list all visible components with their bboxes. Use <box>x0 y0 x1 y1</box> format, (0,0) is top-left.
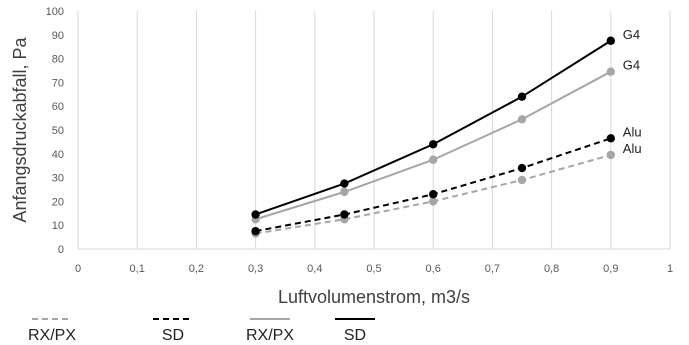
x-tick-label: 0,9 <box>603 263 618 275</box>
y-tick-label: 40 <box>52 149 64 161</box>
x-axis-ticks: 0 0,1 0,2 0,3 0,4 0,5 0,6 0,7 0,8 0,9 1 <box>75 263 673 275</box>
data-point <box>251 210 260 219</box>
x-tick-label: 0,7 <box>485 263 500 275</box>
data-point <box>429 197 438 206</box>
x-tick-label: 0,2 <box>189 263 204 275</box>
x-axis-label: Luftvolumenstrom, m3/s <box>278 287 470 307</box>
y-tick-label: 50 <box>52 125 64 137</box>
data-point <box>517 175 527 185</box>
series-end-label: Alu <box>623 141 642 156</box>
x-tick-label: 0,5 <box>366 263 381 275</box>
gridlines <box>77 11 671 249</box>
legend-label: SD <box>344 327 366 344</box>
y-tick-label: 80 <box>52 54 64 66</box>
series-end-label: G4 <box>623 27 640 42</box>
data-point <box>606 134 615 143</box>
series-end-label: G4 <box>623 58 640 73</box>
y-tick-label: 70 <box>52 77 64 89</box>
legend-label: RX/PX <box>246 327 294 344</box>
x-tick-label: 1 <box>667 263 673 275</box>
data-point <box>429 140 438 149</box>
y-tick-label: 90 <box>52 30 64 42</box>
data-point <box>606 150 615 160</box>
series-1: Alu <box>251 124 642 236</box>
series-2: G4 <box>251 58 640 224</box>
data-point <box>429 190 438 199</box>
y-tick-label: 60 <box>52 101 64 113</box>
x-tick-label: 0,8 <box>544 263 559 275</box>
data-point <box>340 187 349 197</box>
y-tick-label: 10 <box>52 220 64 232</box>
data-point <box>340 210 349 219</box>
legend: RX/PX SD RX/PX SD <box>28 318 375 344</box>
y-tick-label: 100 <box>46 6 64 18</box>
y-tick-label: 30 <box>52 173 64 185</box>
data-point <box>606 67 615 76</box>
data-point <box>517 115 527 124</box>
y-axis-ticks: 0 10 20 30 40 50 60 70 80 90 100 <box>46 6 64 256</box>
data-point <box>517 92 527 101</box>
data-point <box>606 36 615 45</box>
data-point <box>340 179 349 188</box>
legend-label: SD <box>162 327 184 344</box>
series-layer: Alu Alu G4 G4 <box>251 27 642 238</box>
y-tick-label: 20 <box>52 196 64 208</box>
x-tick-label: 0,3 <box>248 263 263 275</box>
y-tick-label: 0 <box>58 244 64 256</box>
x-tick-label: 0,4 <box>307 263 322 275</box>
x-tick-label: 0,6 <box>426 263 441 275</box>
legend-label: RX/PX <box>28 327 76 344</box>
series-end-label: Alu <box>623 124 642 139</box>
series-3: G4 <box>251 27 640 219</box>
x-tick-label: 0 <box>75 263 81 275</box>
y-axis-label: Anfangsdruckabfall, Pa <box>10 36 30 222</box>
data-point <box>251 226 260 236</box>
data-point <box>429 155 438 164</box>
data-point <box>517 163 527 173</box>
x-tick-label: 0,1 <box>130 263 145 275</box>
